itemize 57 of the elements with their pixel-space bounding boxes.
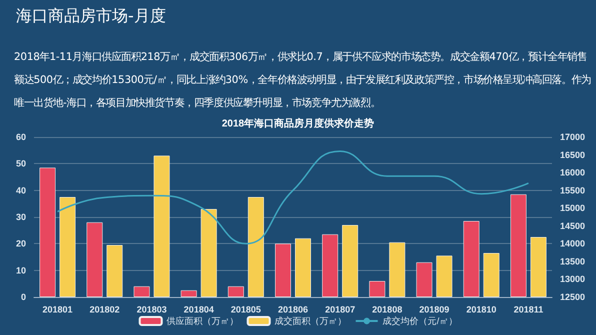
bar	[369, 281, 386, 297]
x-tick-label: 201805	[230, 304, 261, 314]
bar	[483, 253, 500, 297]
x-tick-label: 201802	[90, 304, 120, 314]
y2-tick-label: 17000	[560, 132, 586, 142]
bar	[180, 290, 197, 297]
y2-tick-label: 12500	[560, 292, 586, 302]
legend-label: 成交面积（万㎡）	[274, 316, 347, 326]
y2-tick-label: 13500	[560, 256, 586, 266]
x-tick-label: 201807	[325, 304, 356, 314]
x-tick-label: 201801	[42, 304, 73, 314]
x-tick-label: 201809	[419, 304, 450, 314]
x-tick-label: 201803	[136, 304, 167, 314]
bar	[248, 197, 264, 297]
y-tick-label: 60	[16, 132, 26, 142]
bar	[40, 168, 56, 297]
y-tick-label: 30	[16, 212, 26, 222]
y-tick-label: 10	[16, 265, 26, 276]
bar	[154, 156, 170, 297]
y-tick-label: 0	[20, 292, 26, 302]
bar	[228, 286, 244, 297]
y2-tick-label: 14500	[560, 220, 586, 231]
line-series	[56, 150, 530, 244]
chart-subtitle: 2018年1-11月海口供应面积218万㎡，成交面积306万㎡，供求比0.7，属于供不应求的市场态势。成交金额470亿，预计全年销售额达500亿；成交均价15300元/㎡，同比上涨约30%，全年价格波动明显，由于发展红利及政策严控，市场价格呈现冲高回落。作为唯一出货地-海口，各项目加快推货节奏，四季度供应攀升明显，市场竞争尤为激烈。	[14, 50, 592, 111]
x-tick-label: 201810	[466, 304, 496, 314]
bar	[463, 221, 480, 297]
bar	[436, 256, 452, 297]
y2-tick-label: 13000	[560, 274, 586, 284]
bar	[295, 238, 311, 297]
y-tick-label: 50	[16, 158, 26, 169]
x-tick-label: 201804	[184, 304, 214, 314]
legend-label: 成交均价（元/㎡）	[382, 316, 458, 326]
bar	[530, 237, 546, 297]
bar	[275, 244, 291, 297]
bar	[510, 194, 526, 297]
x-tick-label: 201808	[372, 304, 402, 314]
y-tick-label: 20	[16, 238, 26, 249]
y-tick-label: 40	[16, 185, 26, 196]
bar	[134, 286, 150, 297]
chart-title: 海口商品房市场-月度	[16, 6, 166, 27]
bar	[342, 225, 358, 297]
bar	[60, 197, 76, 297]
bar	[389, 242, 406, 297]
bar	[200, 209, 217, 297]
y2-tick-label: 14000	[560, 238, 586, 249]
y2-tick-label: 15500	[560, 185, 586, 196]
bar	[416, 262, 432, 297]
bar	[86, 222, 103, 297]
y2-tick-label: 16500	[560, 150, 586, 160]
y2-tick-label: 16000	[560, 168, 586, 178]
text: 2018年海口商品房月度供求价走势	[222, 118, 374, 130]
bar	[106, 245, 123, 297]
y2-tick-label: 15000	[560, 203, 586, 214]
x-tick-label: 201806	[278, 304, 308, 314]
x-tick-label: 201811	[514, 304, 544, 314]
legend-label: 供应面积（万㎡）	[166, 316, 239, 326]
bar	[322, 234, 338, 297]
